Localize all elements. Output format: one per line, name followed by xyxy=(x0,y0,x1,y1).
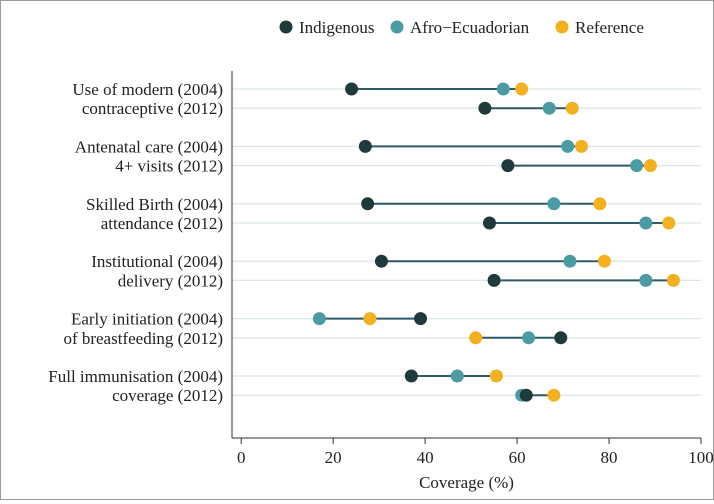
axes: 0 20 40 60 80 100 xyxy=(231,71,714,467)
indigenous-point xyxy=(482,216,496,230)
afro-point xyxy=(547,197,561,211)
category-label: Use of modern (2004) xyxy=(72,80,223,99)
category-label: Full immunisation (2004) xyxy=(48,367,223,386)
legend: Indigenous Afro−Ecuadorian Reference xyxy=(279,18,644,37)
reference-point xyxy=(597,254,611,268)
legend-label: Afro−Ecuadorian xyxy=(410,18,530,37)
indigenous-point xyxy=(414,312,428,326)
indigenous-point xyxy=(478,101,492,115)
category-label: contraceptive (2012) xyxy=(82,99,223,118)
x-tick-label: 0 xyxy=(237,448,246,467)
category-labels: Use of modern (2004)contraceptive (2012)… xyxy=(48,80,223,405)
indigenous-point xyxy=(358,139,372,153)
category-label: of breastfeeding (2012) xyxy=(63,329,223,348)
indigenous-point xyxy=(519,388,533,402)
category-label: delivery (2012) xyxy=(118,271,223,290)
reference-point xyxy=(489,369,503,383)
x-tick-label: 80 xyxy=(601,448,618,467)
indigenous-point xyxy=(501,159,515,173)
reference-point xyxy=(547,388,561,402)
afro-point xyxy=(639,273,653,287)
afro-point xyxy=(496,82,510,96)
indigenous-point xyxy=(554,331,568,345)
data-marks xyxy=(312,82,680,402)
reference-point xyxy=(363,312,377,326)
x-axis-title: Coverage (%) xyxy=(419,473,514,492)
category-label: coverage (2012) xyxy=(112,386,223,405)
afro-point xyxy=(630,159,644,173)
reference-point xyxy=(565,101,579,115)
legend-marker xyxy=(390,20,404,34)
legend-label: Indigenous xyxy=(299,18,375,37)
category-label: Institutional (2004) xyxy=(91,252,223,271)
legend-label: Reference xyxy=(575,18,644,37)
indigenous-point xyxy=(374,254,388,268)
afro-point xyxy=(312,312,326,326)
afro-point xyxy=(639,216,653,230)
indigenous-point xyxy=(404,369,418,383)
gridlines xyxy=(232,88,701,396)
reference-point xyxy=(593,197,607,211)
indigenous-point xyxy=(487,273,501,287)
afro-point xyxy=(561,139,575,153)
legend-marker xyxy=(279,20,293,34)
afro-point xyxy=(522,331,536,345)
x-tick-label: 40 xyxy=(417,448,434,467)
reference-point xyxy=(643,159,657,173)
reference-point xyxy=(574,139,588,153)
reference-point xyxy=(662,216,676,230)
x-tick-label: 20 xyxy=(325,448,342,467)
afro-point xyxy=(563,254,577,268)
afro-point xyxy=(450,369,464,383)
category-label: attendance (2012) xyxy=(101,214,223,233)
category-label: 4+ visits (2012) xyxy=(115,157,223,176)
afro-point xyxy=(542,101,556,115)
x-tick-label: 100 xyxy=(688,448,713,467)
indigenous-point xyxy=(361,197,375,211)
reference-point xyxy=(515,82,529,96)
indigenous-point xyxy=(345,82,359,96)
reference-point xyxy=(666,273,680,287)
category-label: Antenatal care (2004) xyxy=(75,137,223,156)
reference-point xyxy=(469,331,483,345)
category-label: Skilled Birth (2004) xyxy=(86,195,223,214)
legend-marker xyxy=(555,20,569,34)
x-tick-label: 60 xyxy=(509,448,526,467)
category-label: Early initiation (2004) xyxy=(71,310,223,329)
